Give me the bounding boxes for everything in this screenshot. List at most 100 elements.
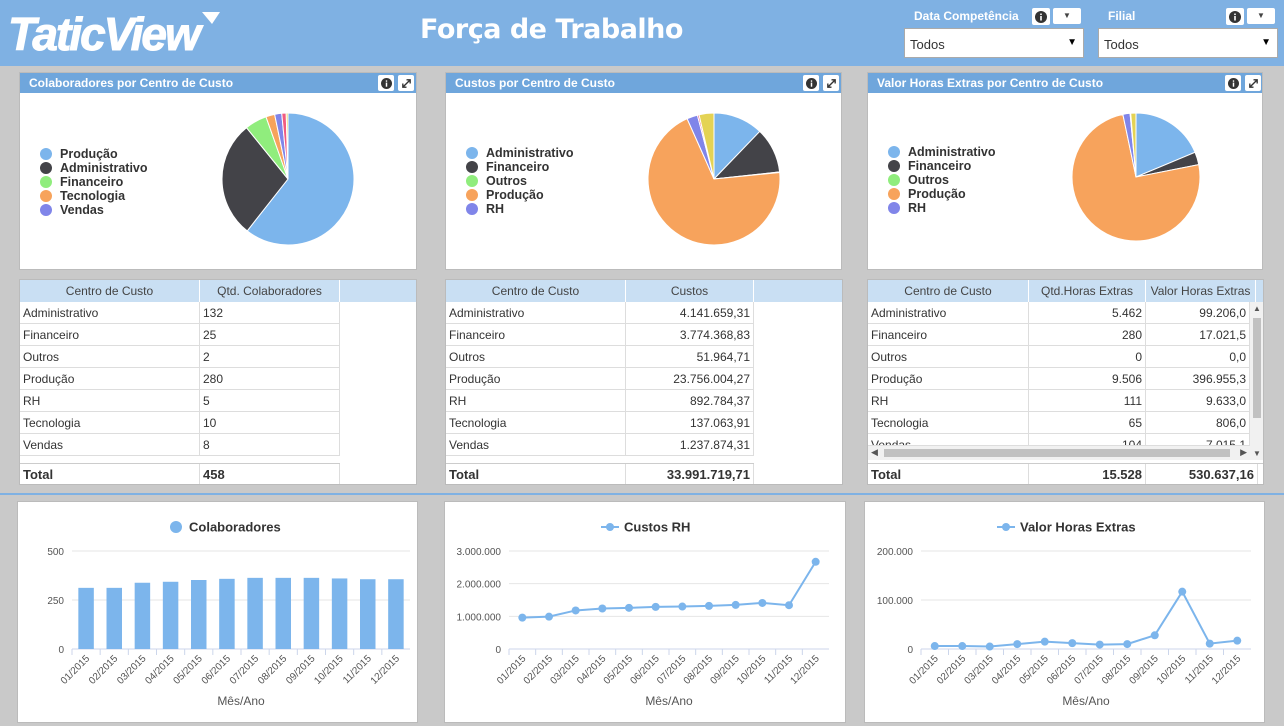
data-point[interactable] [598,604,607,613]
data-point[interactable] [1233,636,1242,645]
expand-icon[interactable] [398,75,414,91]
legend-item[interactable]: Vendas [40,203,148,217]
table-row[interactable]: Vendas 104 7.015,1 [868,434,1250,446]
table-row[interactable]: Vendas 1.237.874,31 [446,434,754,456]
data-point[interactable] [1150,631,1159,640]
pie-slice[interactable] [1071,113,1201,242]
chart-title[interactable]: Custos RH [624,520,690,535]
filter-select-data-competencia[interactable]: Todos ▼ [904,28,1084,58]
expand-icon[interactable] [823,75,839,91]
table-row[interactable]: RH 5 [20,390,340,412]
scroll-right-arrow-icon[interactable]: ▶ [1240,447,1247,457]
table-row[interactable]: Outros 0 0,0 [868,346,1250,368]
legend-item[interactable]: RH [888,201,996,215]
data-point[interactable] [1205,639,1214,648]
data-point[interactable] [985,642,994,651]
scroll-left-arrow-icon[interactable]: ◀ [871,447,878,457]
legend-item[interactable]: Produção [466,188,574,202]
data-point[interactable] [785,601,793,610]
table-row[interactable]: RH 892.784,37 [446,390,754,412]
legend-item[interactable]: Produção [40,147,148,161]
bar[interactable] [360,579,376,649]
scroll-down-arrow-icon[interactable]: ▼ [1253,449,1261,458]
table-row[interactable]: Administrativo 5.462 99.206,0 [868,302,1250,324]
chart-title[interactable]: Colaboradores [189,520,281,535]
legend-item[interactable]: Financeiro [40,175,148,189]
vertical-scrollbar[interactable]: ▲ ▼ [1250,302,1263,460]
column-header[interactable]: Valor Horas Extras [1146,280,1256,302]
scroll-up-arrow-icon[interactable]: ▲ [1253,304,1261,313]
scrollbar-thumb[interactable] [884,449,1230,457]
legend-item[interactable]: RH [466,202,574,216]
bar[interactable] [331,578,348,649]
table-row[interactable]: Outros 51.964,71 [446,346,754,368]
table-row[interactable]: Tecnologia 10 [20,412,340,434]
pie-slice[interactable] [246,112,355,246]
scrollbar-thumb[interactable] [1253,318,1261,418]
data-point[interactable] [1095,640,1104,649]
pie-slice[interactable] [698,112,715,180]
bar[interactable] [191,580,207,649]
table-row[interactable]: Administrativo 4.141.659,31 [446,302,754,324]
data-point[interactable] [930,642,939,651]
legend-item[interactable]: Administrativo [40,161,148,175]
table-row[interactable]: Vendas 8 [20,434,340,456]
pie-slice[interactable] [285,112,289,180]
table-row[interactable]: Financeiro 25 [20,324,340,346]
pie-slice[interactable] [1135,112,1196,178]
data-point[interactable] [1068,639,1077,648]
bar[interactable] [303,577,320,649]
column-header[interactable]: Custos [626,280,754,302]
table-row[interactable]: Financeiro 280 17.021,5 [868,324,1250,346]
data-point[interactable] [958,642,967,651]
bar[interactable] [106,587,122,649]
data-point[interactable] [625,603,633,612]
data-point[interactable] [678,602,687,611]
filter-select-filial[interactable]: Todos ▼ [1098,28,1278,58]
column-header[interactable]: Qtd. Colaboradores [200,280,340,302]
pie-slice[interactable] [221,126,289,232]
legend-item[interactable]: Administrativo [466,146,574,160]
filter-menu-button[interactable]: ▼ [1053,8,1081,24]
table-row[interactable]: Financeiro 3.774.368,83 [446,324,754,346]
column-header[interactable]: Centro de Custo [868,280,1029,302]
legend-item[interactable]: Outros [888,173,996,187]
table-row[interactable]: Produção 23.756.004,27 [446,368,754,390]
column-header[interactable]: Centro de Custo [446,280,626,302]
expand-icon[interactable] [1245,75,1261,91]
bar[interactable] [219,578,235,649]
table-row[interactable]: Tecnologia 65 806,0 [868,412,1250,434]
horizontal-scrollbar[interactable]: ◀ ▶ [868,446,1250,460]
data-point[interactable] [731,600,740,609]
data-point[interactable] [518,613,527,622]
info-icon[interactable] [1225,75,1241,91]
info-icon[interactable] [378,75,394,91]
data-point[interactable] [571,606,580,615]
info-icon[interactable] [1226,8,1244,25]
data-point[interactable] [705,601,713,610]
legend-item[interactable]: Financeiro [888,159,996,173]
legend-item[interactable]: Tecnologia [40,189,148,203]
data-point[interactable] [811,557,820,566]
legend-item[interactable]: Outros [466,174,574,188]
table-row[interactable]: Administrativo 132 [20,302,340,324]
data-point[interactable] [651,602,660,611]
bar[interactable] [275,577,291,649]
bar[interactable] [162,581,179,649]
bar[interactable] [134,582,151,649]
chart-title[interactable]: Valor Horas Extras [1020,520,1136,535]
bar[interactable] [247,577,263,649]
legend-item[interactable]: Financeiro [466,160,574,174]
table-row[interactable]: Produção 280 [20,368,340,390]
legend-item[interactable]: Produção [888,187,996,201]
filter-menu-button[interactable]: ▼ [1247,8,1275,24]
data-point[interactable] [1013,640,1022,649]
column-header[interactable]: Centro de Custo [20,280,200,302]
data-point[interactable] [1040,637,1049,646]
legend-item[interactable]: Administrativo [888,145,996,159]
pie-slice[interactable] [647,118,781,246]
column-header[interactable]: Qtd.Horas Extras [1029,280,1146,302]
table-row[interactable]: Produção 9.506 396.955,3 [868,368,1250,390]
info-icon[interactable] [1032,8,1050,25]
info-icon[interactable] [803,75,819,91]
